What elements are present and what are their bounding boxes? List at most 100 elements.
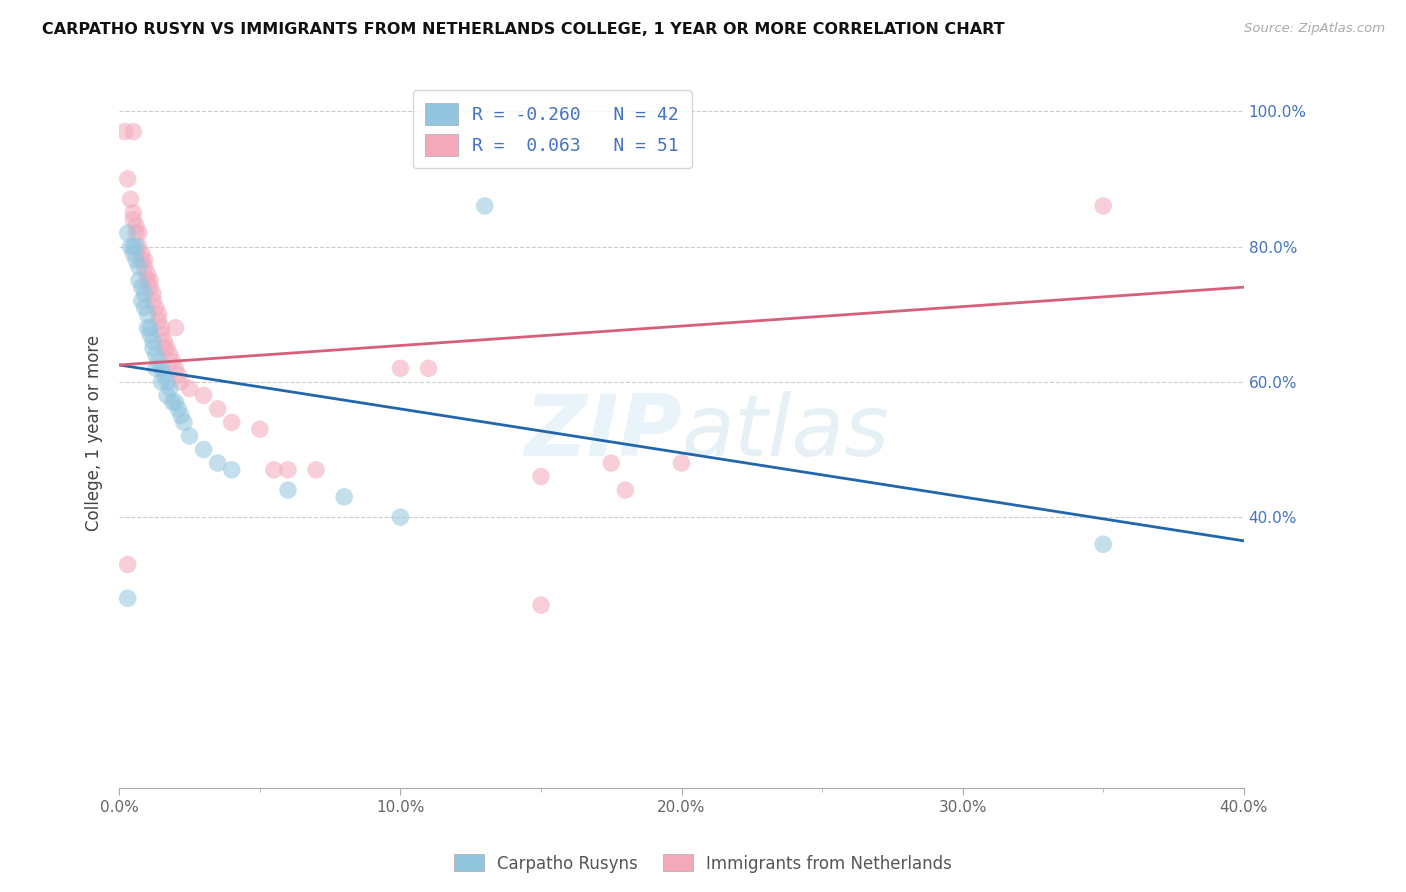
Point [165, 395, 187, 409]
Point [125, 239, 148, 253]
Text: Source: ZipAtlas.com: Source: ZipAtlas.com [1244, 22, 1385, 36]
Point [114, 124, 136, 138]
Point [125, 219, 148, 234]
Text: CARPATHO RUSYN VS IMMIGRANTS FROM NETHERLANDS COLLEGE, 1 YEAR OR MORE CORRELATIO: CARPATHO RUSYN VS IMMIGRANTS FROM NETHER… [42, 22, 1005, 37]
Point [125, 253, 148, 268]
Point [117, 558, 139, 572]
Point [153, 341, 176, 355]
Point [134, 301, 156, 315]
Point [167, 368, 190, 383]
Point [139, 273, 162, 287]
Point [142, 341, 165, 355]
Legend: Carpatho Rusyns, Immigrants from Netherlands: Carpatho Rusyns, Immigrants from Netherl… [447, 847, 959, 880]
Point [193, 388, 215, 402]
Point [142, 334, 165, 349]
Point [131, 280, 153, 294]
Point [131, 253, 153, 268]
Point [221, 463, 243, 477]
Point [159, 348, 181, 362]
Point [128, 273, 150, 287]
Legend: R = -0.260   N = 42, R =  0.063   N = 51: R = -0.260 N = 42, R = 0.063 N = 51 [413, 90, 692, 169]
Text: ZIP: ZIP [524, 391, 682, 474]
Point [122, 205, 145, 219]
Point [671, 456, 693, 470]
Point [148, 354, 170, 368]
Point [142, 287, 165, 301]
Point [134, 260, 156, 274]
Point [173, 416, 195, 430]
Point [179, 429, 201, 443]
Point [305, 463, 328, 477]
Point [333, 490, 356, 504]
Point [156, 388, 179, 402]
Point [134, 287, 156, 301]
Point [193, 442, 215, 457]
Point [128, 260, 150, 274]
Point [136, 320, 159, 334]
Point [139, 280, 162, 294]
Point [136, 273, 159, 287]
Point [122, 246, 145, 260]
Point [142, 293, 165, 308]
Point [131, 246, 153, 260]
Point [153, 368, 176, 383]
Point [145, 301, 167, 315]
Point [148, 314, 170, 328]
Point [139, 327, 162, 342]
Point [389, 361, 412, 376]
Point [136, 267, 159, 281]
Text: atlas: atlas [682, 391, 890, 474]
Point [153, 334, 176, 349]
Point [530, 598, 553, 612]
Point [418, 361, 440, 376]
Point [167, 401, 190, 416]
Point [125, 226, 148, 240]
Point [389, 510, 412, 524]
Point [122, 239, 145, 253]
Point [221, 416, 243, 430]
Point [136, 307, 159, 321]
Point [170, 409, 193, 423]
Point [134, 253, 156, 268]
Point [159, 382, 181, 396]
Point [117, 172, 139, 186]
Point [263, 463, 285, 477]
Point [117, 226, 139, 240]
Point [165, 320, 187, 334]
Point [207, 456, 229, 470]
Point [128, 226, 150, 240]
Point [277, 483, 299, 497]
Point [179, 382, 201, 396]
Point [150, 327, 173, 342]
Point [122, 124, 145, 138]
Point [128, 239, 150, 253]
Point [474, 199, 496, 213]
Point [150, 375, 173, 389]
Point [139, 320, 162, 334]
Point [148, 307, 170, 321]
Point [277, 463, 299, 477]
Y-axis label: College, 1 year or more: College, 1 year or more [86, 334, 103, 531]
Point [150, 361, 173, 376]
Point [249, 422, 271, 436]
Point [145, 361, 167, 376]
Point [207, 401, 229, 416]
Point [614, 483, 637, 497]
Point [530, 469, 553, 483]
Point [165, 361, 187, 376]
Point [122, 212, 145, 227]
Point [170, 375, 193, 389]
Point [162, 354, 184, 368]
Point [150, 320, 173, 334]
Point [131, 293, 153, 308]
Point [145, 348, 167, 362]
Point [156, 341, 179, 355]
Point [162, 395, 184, 409]
Point [117, 591, 139, 606]
Point [156, 375, 179, 389]
Point [1092, 199, 1115, 213]
Point [1092, 537, 1115, 551]
Point [120, 192, 142, 206]
Point [600, 456, 623, 470]
Point [120, 239, 142, 253]
